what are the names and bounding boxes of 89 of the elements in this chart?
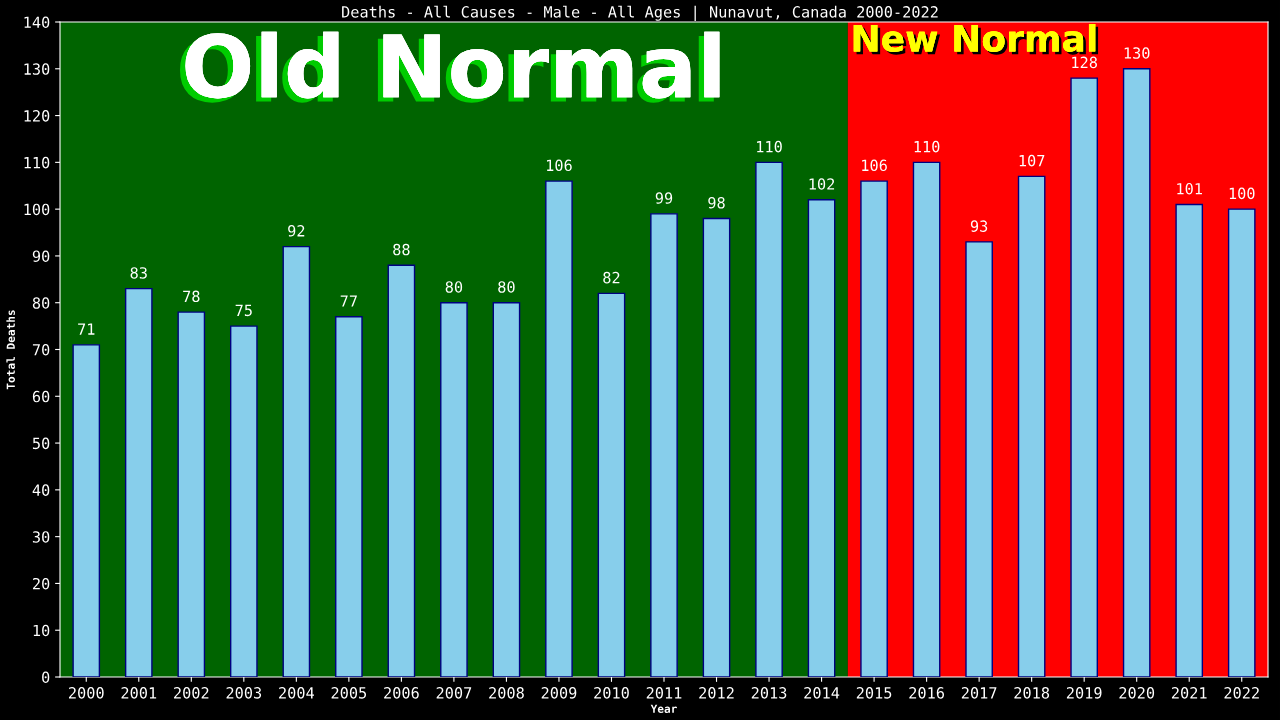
bar bbox=[1227, 208, 1256, 677]
data-label: 83 bbox=[130, 267, 147, 279]
y-tick-label: 0 bbox=[42, 671, 50, 684]
bar bbox=[545, 180, 573, 677]
x-tick-label: 2005 bbox=[331, 687, 367, 699]
bar bbox=[860, 180, 888, 677]
band-label: New Normal bbox=[853, 23, 1099, 55]
data-label: 78 bbox=[183, 290, 200, 303]
y-tick-label: 70 bbox=[32, 344, 50, 356]
data-label: 110 bbox=[757, 140, 782, 153]
bar bbox=[1017, 175, 1046, 677]
bar bbox=[912, 161, 941, 677]
y-tick-label: 30 bbox=[32, 531, 50, 543]
data-label: 80 bbox=[498, 281, 515, 293]
x-tick-label: 2001 bbox=[121, 687, 157, 699]
bar bbox=[755, 161, 783, 677]
data-label: 106 bbox=[547, 159, 572, 172]
data-label: 130 bbox=[1124, 47, 1150, 59]
y-tick-label: 40 bbox=[32, 484, 50, 496]
x-tick-label: 2017 bbox=[961, 687, 997, 699]
x-tick-label: 2000 bbox=[69, 687, 104, 699]
x-tick-label: 2012 bbox=[699, 687, 734, 699]
data-label: 71 bbox=[78, 323, 95, 335]
y-tick-label: 90 bbox=[32, 250, 50, 262]
x-tick-label: 2010 bbox=[594, 687, 629, 699]
bar bbox=[650, 213, 678, 677]
data-label: 77 bbox=[340, 295, 357, 307]
bar bbox=[124, 287, 153, 677]
bar bbox=[492, 302, 521, 677]
y-tick-label: 130 bbox=[24, 63, 50, 75]
x-tick-label: 2011 bbox=[646, 687, 682, 699]
bar bbox=[965, 241, 993, 677]
x-tick-label: 2016 bbox=[909, 687, 945, 699]
x-tick-label: 2021 bbox=[1171, 687, 1207, 699]
x-tick-label: 2014 bbox=[804, 687, 840, 699]
bar bbox=[230, 325, 258, 677]
data-label: 102 bbox=[809, 178, 835, 190]
x-tick-label: 2018 bbox=[1014, 687, 1050, 699]
data-label: 99 bbox=[655, 192, 673, 204]
y-tick-label: 20 bbox=[33, 577, 50, 590]
x-tick-label: 2003 bbox=[226, 687, 262, 699]
data-label: 101 bbox=[1177, 182, 1202, 195]
data-label: 88 bbox=[393, 243, 410, 256]
bar bbox=[387, 264, 416, 677]
data-label: 128 bbox=[1072, 56, 1097, 69]
data-label: 93 bbox=[970, 220, 988, 232]
data-label: 98 bbox=[708, 196, 725, 209]
bar bbox=[440, 302, 468, 677]
bar bbox=[597, 292, 626, 677]
bar bbox=[282, 245, 311, 677]
data-label: 110 bbox=[914, 140, 940, 153]
data-label: 75 bbox=[235, 304, 252, 317]
x-tick-label: 2015 bbox=[856, 687, 892, 699]
y-tick-label: 50 bbox=[32, 437, 50, 450]
y-tick-label: 110 bbox=[24, 156, 50, 169]
data-label: 106 bbox=[862, 159, 887, 172]
bar bbox=[72, 344, 101, 677]
bar bbox=[1070, 77, 1098, 677]
y-tick-label: 120 bbox=[24, 110, 50, 122]
y-tick-label: 140 bbox=[24, 16, 50, 29]
x-tick-label: 2019 bbox=[1066, 687, 1102, 699]
bar bbox=[1122, 68, 1151, 677]
x-tick-label: 2002 bbox=[174, 687, 209, 699]
y-tick-label: 80 bbox=[32, 297, 50, 309]
y-axis-title: Total Deaths bbox=[6, 310, 15, 390]
x-tick-label: 2004 bbox=[279, 687, 315, 699]
x-tick-label: 2009 bbox=[541, 687, 577, 699]
data-label: 92 bbox=[288, 225, 305, 237]
data-label: 82 bbox=[603, 271, 620, 284]
x-tick-label: 2013 bbox=[751, 687, 787, 699]
x-tick-label: 2006 bbox=[384, 687, 419, 699]
y-tick-label: 10 bbox=[33, 624, 50, 637]
x-tick-label: 2022 bbox=[1224, 687, 1259, 699]
x-axis-title: Year bbox=[650, 704, 677, 713]
x-tick-label: 2020 bbox=[1119, 687, 1155, 699]
band-label: Old Normal bbox=[179, 31, 720, 103]
bar bbox=[335, 316, 363, 677]
y-tick-label: 100 bbox=[24, 203, 50, 216]
bar bbox=[807, 199, 836, 677]
bar bbox=[1175, 203, 1204, 677]
y-tick-label: 60 bbox=[32, 390, 50, 403]
chart-title: Deaths - All Causes - Male - All Ages | Nunavut, Canada 2000-2022 bbox=[342, 5, 938, 22]
x-tick-label: 2008 bbox=[489, 687, 524, 699]
bar bbox=[702, 217, 731, 677]
x-tick-label: 2007 bbox=[436, 687, 472, 699]
data-label: 80 bbox=[445, 281, 463, 293]
data-label: 100 bbox=[1229, 187, 1255, 200]
data-label: 107 bbox=[1019, 154, 1045, 167]
bar bbox=[177, 311, 206, 677]
